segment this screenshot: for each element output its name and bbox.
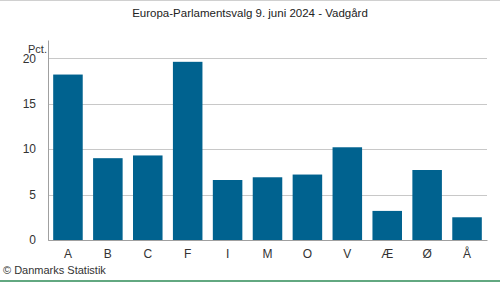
y-tick: 10 bbox=[23, 142, 48, 156]
grid-line bbox=[48, 58, 487, 59]
x-tick-label: C bbox=[143, 247, 152, 261]
x-tick: B bbox=[104, 240, 112, 261]
x-tick: Ø bbox=[422, 240, 431, 261]
bar bbox=[293, 175, 323, 240]
y-axis-line bbox=[48, 41, 49, 241]
x-tick-label: V bbox=[343, 247, 351, 261]
x-tick-label: I bbox=[226, 247, 229, 261]
x-tick: Æ bbox=[381, 240, 393, 261]
title: Europa-Parlamentsvalg 9. juni 2024 - Vad… bbox=[132, 7, 368, 19]
y-axis: 05101520 bbox=[23, 41, 49, 248]
x-tick: Å bbox=[463, 240, 471, 261]
bar bbox=[173, 62, 203, 240]
x-tick: C bbox=[143, 240, 152, 261]
x-tick: V bbox=[343, 240, 351, 261]
bar bbox=[372, 211, 402, 240]
y-tick: 0 bbox=[29, 233, 48, 247]
y-tick-label: 0 bbox=[29, 233, 36, 247]
grid-line bbox=[48, 104, 487, 105]
bar bbox=[93, 158, 123, 240]
y-label: Pct. bbox=[28, 43, 47, 55]
chart: 05101520ABCFIMOVÆØÅEuropa-Parlamentsvalg… bbox=[0, 0, 500, 282]
x-tick-label: F bbox=[184, 247, 191, 261]
y-tick: 15 bbox=[23, 97, 48, 111]
y-tick-label: 10 bbox=[23, 142, 37, 156]
bar bbox=[133, 155, 163, 240]
bar bbox=[53, 75, 83, 240]
x-tick: A bbox=[64, 240, 72, 261]
x-tick: O bbox=[303, 240, 312, 261]
y-tick-label: 5 bbox=[29, 188, 36, 202]
bar bbox=[452, 217, 482, 240]
x-tick: F bbox=[184, 240, 191, 261]
x-tick-label: M bbox=[263, 247, 273, 261]
bar bbox=[253, 177, 283, 240]
bars bbox=[53, 62, 482, 240]
x-tick: I bbox=[226, 240, 229, 261]
x-tick-label: O bbox=[303, 247, 312, 261]
bar bbox=[213, 180, 243, 240]
grid bbox=[48, 59, 487, 241]
x-tick: M bbox=[263, 240, 273, 261]
frame-top bbox=[0, 0, 500, 1]
grid-line bbox=[48, 149, 487, 150]
y-tick: 5 bbox=[29, 188, 48, 202]
source: © Danmarks Statistik bbox=[3, 264, 106, 276]
frame-bottom bbox=[0, 280, 500, 282]
bar bbox=[412, 170, 442, 240]
bar bbox=[333, 147, 363, 240]
x-tick-label: Å bbox=[463, 246, 471, 261]
x-tick-label: Æ bbox=[381, 247, 393, 261]
x-tick-label: B bbox=[104, 247, 112, 261]
x-axis-line bbox=[49, 240, 488, 241]
grid-line bbox=[48, 240, 487, 241]
y-tick-label: 15 bbox=[23, 97, 37, 111]
x-axis: ABCFIMOVÆØÅ bbox=[49, 240, 488, 261]
x-tick-label: A bbox=[64, 247, 72, 261]
x-tick-label: Ø bbox=[422, 247, 431, 261]
